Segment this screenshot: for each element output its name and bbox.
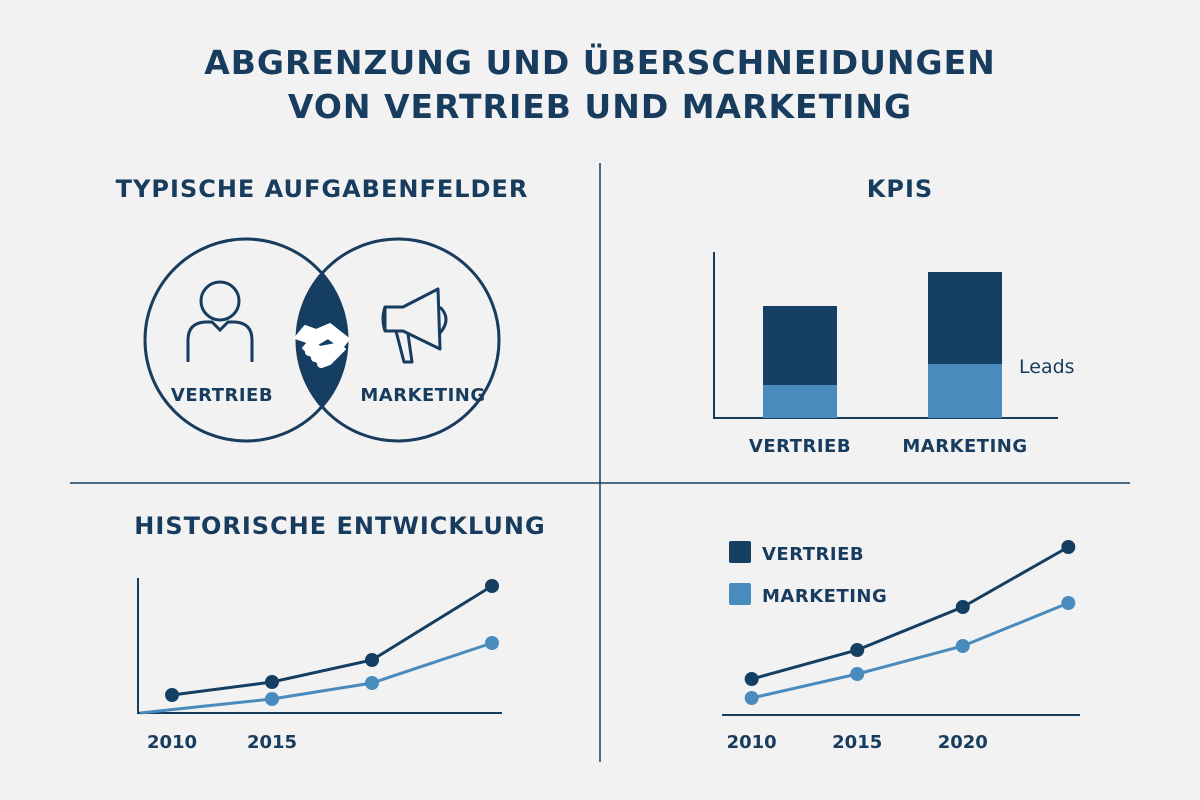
kpi-leads-label: Leads — [1019, 356, 1075, 378]
megaphone-icon — [381, 287, 448, 364]
trend-point-0-2 — [955, 600, 970, 614]
history-point-1-1 — [265, 692, 279, 706]
history-heading: HISTORISCHE ENTWICKLUNG — [134, 512, 545, 540]
trend-x-tick-2015: 2015 — [832, 732, 882, 753]
history-line-1 — [139, 641, 493, 715]
kpi-category-marketing: MARKETING — [902, 436, 1027, 457]
trend-point-0-0 — [744, 672, 759, 686]
trend-x-tick-2010: 2010 — [727, 732, 777, 753]
history-line-0 — [171, 584, 493, 697]
trend-point-1-0 — [744, 691, 759, 705]
legend-swatch-marketing — [729, 583, 751, 605]
trend-line-chart: 2010 2015 2020 — [722, 540, 1080, 753]
history-point-0-2 — [365, 653, 379, 667]
history-point-0-0 — [165, 688, 179, 702]
history-point-0-3 — [485, 579, 499, 593]
trend-point-0-1 — [850, 643, 865, 657]
trend-x-tick-2020: 2020 — [938, 732, 988, 753]
history-point-1-2 — [365, 676, 379, 690]
trend-line-1 — [751, 601, 1069, 700]
venn-heading: TYPISCHE AUFGABENFELDER — [116, 175, 529, 203]
title-line-2: VON VERTRIEB UND MARKETING — [288, 87, 912, 126]
trend-point-1-1 — [850, 667, 865, 681]
venn-label-marketing: MARKETING — [360, 385, 485, 406]
legend-label-marketing: MARKETING — [762, 586, 887, 607]
legend-swatch-vertrieb — [729, 541, 751, 563]
trend-line-0 — [751, 545, 1070, 681]
trend-point-1-3 — [1061, 596, 1076, 610]
legend-label-vertrieb: VERTRIEB — [762, 544, 864, 565]
person-icon — [186, 280, 254, 362]
kpi-heading: KPIS — [867, 175, 933, 203]
kpi-category-vertrieb: VERTRIEB — [749, 436, 851, 457]
history-point-1-3 — [485, 636, 499, 650]
kpi-bar-chart: Leads VERTRIEB MARKETING — [713, 252, 1075, 457]
trend-point-1-2 — [955, 639, 970, 653]
title-line-1: ABGRENZUNG UND ÜBERSCHNEIDUNGEN — [204, 42, 996, 82]
venn-diagram: VERTRIEB MARKETING — [143, 237, 501, 443]
venn-circle-marketing — [295, 237, 501, 443]
history-x-tick-2015: 2015 — [247, 732, 297, 753]
history-x-tick-2010: 2010 — [147, 732, 197, 753]
handshake-icon — [294, 323, 350, 368]
venn-label-vertrieb: VERTRIEB — [171, 385, 273, 406]
bar-vertrieb-segment-1 — [763, 306, 837, 385]
bar-vertrieb-segment-0 — [763, 385, 837, 418]
trend-point-0-3 — [1061, 540, 1076, 554]
history-point-0-1 — [265, 675, 279, 689]
bar-marketing-segment-1 — [928, 272, 1002, 364]
legend: VERTRIEB MARKETING — [729, 541, 887, 607]
history-line-chart: 2010 2015 — [137, 578, 502, 753]
bar-marketing-segment-0 — [928, 364, 1002, 418]
